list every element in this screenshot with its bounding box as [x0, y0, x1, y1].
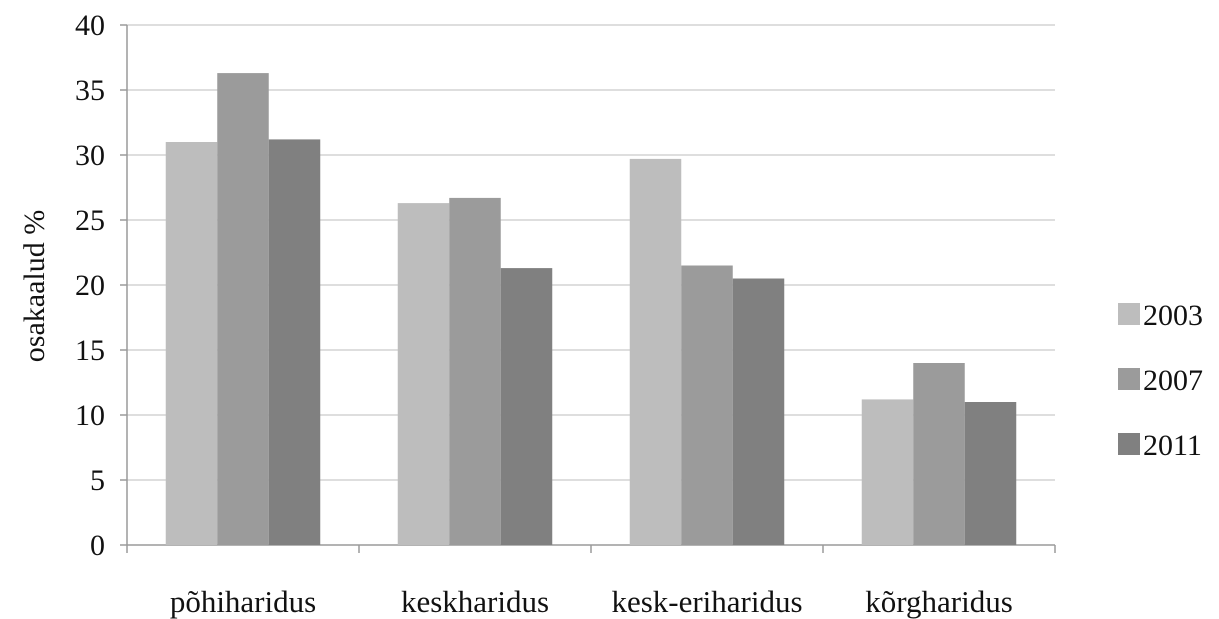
legend-swatch-2007 — [1118, 368, 1140, 390]
y-tick-label: 25 — [75, 204, 105, 237]
bar-2003-0 — [165, 142, 218, 545]
bars — [165, 73, 1017, 545]
x-category-label: kõrgharidus — [865, 584, 1013, 619]
bar-2007-3 — [913, 363, 965, 545]
axis-labels: 0 5 10 15 20 25 30 35 40 põhiharidus keskharidus ke… — [75, 9, 1013, 619]
legend-label-2011: 2011 — [1143, 429, 1202, 462]
bar-2011-3 — [964, 402, 1017, 545]
bar-2011-1 — [500, 268, 553, 545]
bar-2003-2 — [629, 158, 682, 545]
x-category-label: põhiharidus — [170, 584, 316, 619]
y-tick-label: 10 — [75, 399, 105, 432]
bar-2003-3 — [861, 399, 914, 545]
bar-2011-0 — [268, 139, 321, 545]
legend: 2003 2007 2011 — [1118, 299, 1203, 462]
bar-2003-1 — [397, 203, 450, 545]
bar-2007-0 — [217, 73, 269, 545]
y-tick-label: 15 — [75, 334, 105, 367]
x-category-label: keskharidus — [401, 584, 549, 619]
y-tick-label: 5 — [90, 464, 105, 497]
bar-2011-2 — [732, 278, 785, 545]
legend-label-2003: 2003 — [1143, 299, 1203, 332]
bar-2007-1 — [449, 197, 501, 545]
y-tick-label: 30 — [75, 139, 105, 172]
legend-label-2007: 2007 — [1143, 364, 1203, 397]
legend-swatch-2003 — [1118, 303, 1140, 325]
y-tick-label: 40 — [75, 9, 105, 42]
y-tick-label: 0 — [90, 529, 105, 562]
bar-2007-2 — [681, 265, 733, 545]
legend-swatch-2011 — [1118, 433, 1140, 455]
y-tick-label: 35 — [75, 74, 105, 107]
y-tick-label: 20 — [75, 269, 105, 302]
x-category-label: kesk-eriharidus — [611, 584, 802, 619]
y-axis-title: osakaalud % — [18, 210, 51, 362]
